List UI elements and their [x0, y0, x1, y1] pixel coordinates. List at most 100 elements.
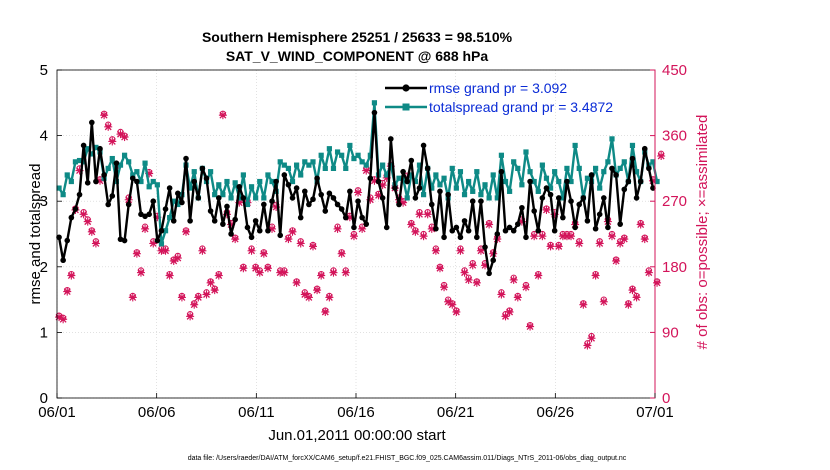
rmse-point	[68, 214, 75, 221]
obs-assimilated-point	[280, 268, 289, 277]
rmse-point	[224, 203, 230, 210]
rmse-point	[564, 178, 570, 185]
totalspread-point	[347, 142, 353, 149]
obs-assimilated-point	[317, 271, 326, 280]
rmse-point	[261, 201, 267, 208]
obs-assimilated-point	[100, 111, 109, 120]
rmse-point	[322, 208, 329, 214]
totalspread-point	[322, 165, 328, 171]
rmse-point	[363, 221, 370, 227]
totalspread-point	[248, 184, 255, 190]
totalspread-point	[171, 198, 177, 204]
rmse-point	[601, 195, 607, 201]
rmse-point	[191, 178, 198, 185]
obs-assimilated-point	[161, 246, 170, 255]
obs-assimilated-point	[83, 217, 92, 226]
totalspread-point	[572, 142, 578, 149]
rmse-point	[158, 227, 165, 234]
obs-assimilated-point	[79, 210, 88, 219]
totalspread-point	[633, 169, 640, 175]
obs-assimilated-point	[567, 232, 576, 241]
rmse-point	[551, 227, 558, 234]
y-tick-label: 5	[40, 62, 48, 79]
obs-assimilated-point	[542, 205, 551, 214]
totalspread-point	[506, 188, 513, 194]
totalspread-point	[232, 180, 238, 186]
rmse-point	[89, 119, 95, 126]
rmse-point	[547, 191, 554, 198]
totalspread-point	[326, 146, 332, 152]
obs-assimilated-point	[653, 278, 662, 287]
rmse-point	[244, 224, 251, 231]
totalspread-point	[552, 169, 558, 175]
obs-assimilated-point	[288, 227, 297, 236]
totalspread-point	[470, 188, 476, 194]
obs-assimilated-point	[530, 232, 539, 241]
obs-assimilated-point	[329, 268, 338, 277]
x-tick-label: 06/06	[138, 404, 176, 421]
totalspread-point	[105, 165, 111, 171]
totalspread-point	[244, 201, 251, 208]
rmse-point	[392, 185, 398, 191]
totalspread-point	[629, 142, 636, 149]
totalspread-point	[621, 159, 627, 165]
rmse-point	[367, 175, 374, 182]
rmse-point	[572, 224, 578, 231]
obs-assimilated-point	[128, 293, 137, 302]
rmse-point	[232, 216, 238, 223]
rmse-point	[539, 195, 546, 201]
rmse-point	[420, 142, 427, 149]
x-tick-label: 06/26	[537, 404, 575, 421]
obs-assimilated-point	[132, 249, 141, 258]
obs-assimilated-point	[579, 300, 588, 309]
rmse-point	[183, 155, 189, 162]
rmse-point	[306, 201, 312, 208]
obs-assimilated-point	[313, 286, 322, 295]
obs-assimilated-point	[251, 264, 260, 273]
rmse-point	[416, 185, 423, 191]
rmse-point	[72, 206, 79, 212]
totalspread-point	[150, 178, 156, 185]
totalspread-point	[117, 162, 124, 168]
obs-assimilated-point	[87, 227, 96, 236]
obs-assimilated-point	[575, 239, 584, 248]
obs-assimilated-point	[333, 224, 342, 233]
rmse-point	[199, 165, 206, 172]
rmse-point	[289, 195, 296, 201]
totalspread-point	[367, 152, 373, 158]
obs-assimilated-point	[501, 312, 510, 321]
totalspread-point	[560, 195, 566, 201]
totalspread-point	[650, 159, 656, 165]
totalspread-point	[502, 178, 509, 185]
rmse-point	[383, 224, 390, 231]
y2-tick-label: 180	[662, 259, 687, 276]
rmse-point	[400, 168, 406, 175]
obs-assimilated-point	[657, 152, 666, 161]
rmse-point	[248, 234, 255, 241]
rmse-point	[514, 221, 521, 227]
y2-tick-label: 450	[662, 62, 687, 79]
rmse-point	[535, 227, 542, 234]
rmse-point	[80, 142, 87, 149]
rmse-point	[207, 208, 214, 214]
rmse-point	[543, 185, 550, 191]
totalspread-point	[535, 188, 541, 194]
rmse-point	[318, 191, 324, 198]
rmse-point	[277, 232, 284, 239]
obs-assimilated-point	[136, 268, 145, 277]
totalspread-point	[154, 182, 160, 188]
totalspread-point	[420, 192, 427, 198]
rmse-point	[273, 178, 279, 185]
rmse-point	[347, 188, 353, 195]
totalspread-point	[134, 169, 140, 175]
rmse-point	[314, 175, 320, 182]
obs-assimilated-point	[186, 312, 195, 321]
totalspread-point	[437, 182, 443, 188]
rmse-point	[605, 224, 611, 231]
totalspread-point	[158, 241, 165, 247]
obs-assimilated-point	[337, 249, 346, 258]
totalspread-point	[64, 172, 70, 178]
totalspread-point	[72, 159, 79, 165]
obs-assimilated-point	[419, 232, 428, 241]
obs-assimilated-point	[640, 235, 649, 244]
